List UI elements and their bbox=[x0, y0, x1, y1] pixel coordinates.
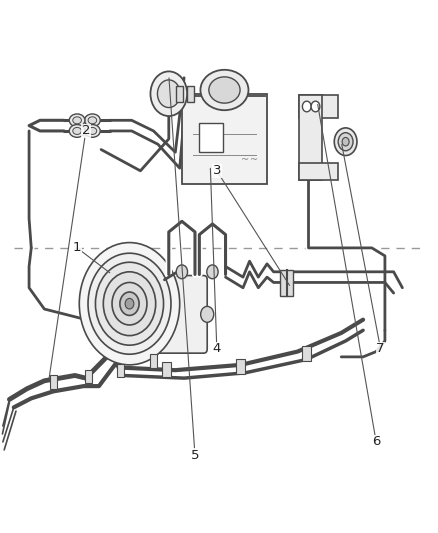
Ellipse shape bbox=[88, 117, 97, 124]
Circle shape bbox=[176, 265, 187, 279]
Circle shape bbox=[311, 101, 320, 112]
FancyBboxPatch shape bbox=[144, 276, 207, 353]
Circle shape bbox=[120, 292, 139, 316]
Circle shape bbox=[103, 272, 155, 336]
Text: 6: 6 bbox=[372, 435, 380, 448]
Circle shape bbox=[334, 128, 357, 156]
FancyBboxPatch shape bbox=[299, 95, 338, 118]
Text: 2: 2 bbox=[81, 124, 90, 138]
Bar bbox=[302, 346, 311, 361]
Text: 1: 1 bbox=[73, 241, 81, 254]
Ellipse shape bbox=[209, 77, 240, 103]
Circle shape bbox=[302, 101, 311, 112]
Text: 5: 5 bbox=[191, 449, 199, 462]
Text: ~: ~ bbox=[241, 155, 249, 165]
Ellipse shape bbox=[69, 114, 85, 127]
Circle shape bbox=[157, 80, 180, 108]
Text: 4: 4 bbox=[212, 342, 221, 356]
Circle shape bbox=[150, 71, 187, 116]
Circle shape bbox=[79, 243, 180, 365]
Circle shape bbox=[112, 282, 147, 325]
Circle shape bbox=[338, 133, 353, 151]
Circle shape bbox=[125, 298, 134, 309]
Bar bbox=[117, 364, 124, 377]
Circle shape bbox=[207, 265, 218, 279]
FancyBboxPatch shape bbox=[299, 95, 321, 180]
Bar bbox=[199, 123, 223, 152]
Bar bbox=[237, 359, 245, 374]
Text: ~: ~ bbox=[250, 155, 258, 165]
Ellipse shape bbox=[88, 127, 97, 134]
FancyBboxPatch shape bbox=[299, 163, 338, 180]
Bar bbox=[162, 362, 171, 377]
Text: 7: 7 bbox=[376, 342, 385, 356]
Ellipse shape bbox=[85, 125, 100, 138]
Bar bbox=[176, 86, 183, 102]
Circle shape bbox=[342, 138, 349, 146]
Bar bbox=[49, 375, 57, 389]
Ellipse shape bbox=[201, 70, 248, 110]
FancyBboxPatch shape bbox=[182, 94, 267, 184]
Circle shape bbox=[95, 262, 163, 345]
Bar bbox=[280, 270, 293, 296]
Ellipse shape bbox=[73, 127, 81, 134]
Ellipse shape bbox=[73, 117, 81, 124]
Circle shape bbox=[201, 306, 214, 322]
Bar bbox=[187, 86, 194, 102]
Ellipse shape bbox=[69, 125, 85, 138]
Bar bbox=[150, 354, 157, 368]
Ellipse shape bbox=[85, 114, 100, 127]
Bar bbox=[85, 370, 92, 383]
Text: 3: 3 bbox=[212, 164, 221, 177]
Circle shape bbox=[88, 253, 171, 354]
